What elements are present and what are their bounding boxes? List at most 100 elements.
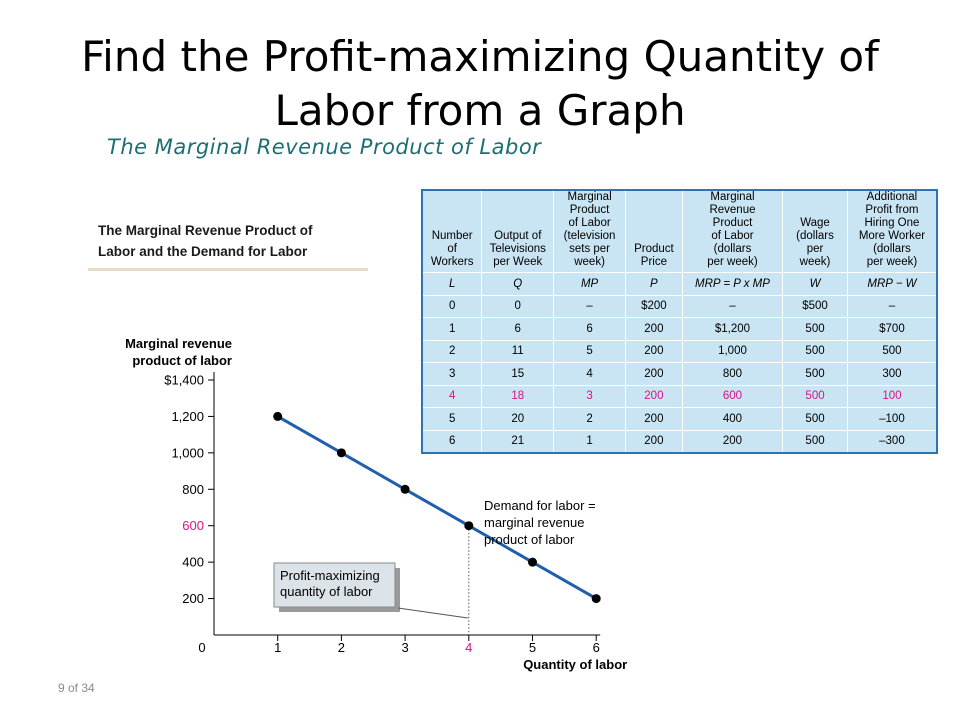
table-cell: –300 (846, 429, 936, 452)
table-cell: $500 (782, 294, 848, 318)
table-cell: 500 (782, 317, 848, 340)
x-axis-title: Quantity of labor (523, 657, 627, 672)
column-header-line: Profit from (865, 204, 919, 216)
table-row: 5 20 2 200 400 500 –100 (423, 407, 936, 430)
table-cell: 400 (681, 407, 783, 430)
column-header-line: Hiring One (864, 217, 920, 229)
column-header-line: Number (431, 230, 473, 242)
y-tick-label: $1,400 (164, 373, 204, 388)
mrp-table: Number of Workers Output of Televisions per W… (423, 191, 936, 452)
table-cell: 4 (553, 362, 626, 385)
table-cell: 3 (553, 384, 626, 408)
slide-subtitle: The Marginal Revenue Product of Labor (107, 135, 542, 159)
table-cell: –100 (846, 407, 936, 430)
table-cell: 4 (423, 384, 482, 408)
table-column-header: Additional Profit from Hiring One More Work… (846, 191, 936, 273)
y-tick-label: 200 (182, 591, 204, 606)
column-header-line: per (806, 243, 824, 255)
table-column-header: Output of Televisions per Week (481, 191, 554, 273)
table-cell: 200 (624, 317, 683, 340)
y-axis-title: Marginal revenue (125, 336, 232, 351)
table-cell: 2 (423, 339, 482, 363)
demand-line (276, 415, 597, 600)
column-header-line: More Worker (858, 230, 926, 242)
table-cell: 2 (553, 407, 626, 430)
table-header-row: Number of Workers Output of Televisions per W… (423, 191, 936, 273)
table-cell: 500 (782, 429, 848, 452)
table-column-header: Product Price (624, 191, 683, 273)
x-tick-label: 2 (338, 640, 345, 655)
column-header-line: of Labor (711, 230, 754, 242)
data-point (336, 448, 346, 458)
column-header-line: Output of (494, 230, 542, 242)
table-cell: 100 (846, 384, 936, 408)
y-tick-label: 1,000 (171, 445, 204, 460)
table-cell: 1 (553, 429, 626, 452)
y-axis-title: product of labor (132, 353, 232, 368)
table-column-header: Marginal Revenue Product of Labor (dollars pe… (681, 191, 783, 273)
table-cell: 20 (481, 407, 554, 430)
data-point (464, 521, 474, 531)
column-header-line: week) (574, 256, 605, 268)
x-tick-label: 0 (198, 640, 205, 655)
column-header-line: Marginal (710, 191, 755, 203)
demand-annotation: marginal revenue (484, 515, 584, 530)
table-cell: W (782, 272, 848, 295)
y-tick-label: 400 (182, 555, 204, 570)
table-symbol-row: L Q MP P MRP = P x MP W MRP − W (423, 272, 936, 295)
table-cell: 300 (846, 362, 936, 385)
table-row: 3 15 4 200 800 500 300 (423, 362, 936, 385)
table-cell: 1,000 (681, 339, 783, 363)
table-cell: $1,200 (681, 317, 783, 340)
callout-text: quantity of labor (280, 584, 373, 599)
caption-line: Labor and the Demand for Labor (98, 244, 308, 259)
table-cell: 0 (481, 294, 554, 318)
column-header-line: Price (640, 256, 667, 268)
table-cell: 200 (624, 429, 683, 452)
x-tick-label: 1 (274, 640, 281, 655)
table-cell: $700 (846, 317, 936, 340)
table-row: 6 21 1 200 200 500 –300 (423, 429, 936, 452)
data-point (591, 594, 601, 604)
table-cell: MRP − W (846, 272, 936, 295)
table-cell: 11 (481, 339, 554, 363)
data-point (273, 411, 283, 421)
table-cell: 5 (423, 407, 482, 430)
table-cell: 15 (481, 362, 554, 385)
demand-annotation: product of labor (484, 532, 575, 547)
table-cell: 200 (624, 362, 683, 385)
table-cell: 18 (481, 384, 554, 408)
figure-caption: The Marginal Revenue Product of Labor an… (98, 220, 378, 262)
table-cell: 200 (624, 339, 683, 363)
table-cell: 6 (553, 317, 626, 340)
table-cell: L (423, 272, 482, 295)
table-row: 0 0– $200– $500– (423, 294, 936, 318)
x-tick-label: 3 (401, 640, 408, 655)
caption-divider (88, 268, 368, 271)
table-cell: 500 (782, 339, 848, 363)
table-cell: Q (481, 272, 554, 295)
table-cell: – (681, 294, 783, 318)
x-tick-label: 6 (593, 640, 600, 655)
column-header-line: (dollars (713, 243, 752, 255)
column-header-line: Product (712, 217, 753, 229)
column-header-line: Televisions (489, 243, 546, 255)
column-header-line: Wage (800, 217, 830, 229)
table-cell: MP (553, 272, 626, 295)
table-cell: 200 (681, 429, 783, 452)
table-cell: 200 (624, 384, 683, 408)
table-cell: 0 (423, 294, 482, 318)
table-cell: 6 (481, 317, 554, 340)
table-cell: 3 (423, 362, 482, 385)
y-tick-label: 600 (182, 518, 204, 533)
column-header-line: per Week (493, 256, 543, 268)
column-header-line: Marginal (567, 191, 612, 203)
column-header-line: sets per (569, 243, 611, 255)
slide-number: 9 of 34 (58, 681, 95, 695)
table-cell: 6 (423, 429, 482, 452)
table-cell: – (553, 294, 626, 318)
table-cell: 600 (681, 384, 783, 408)
table-cell: 500 (782, 362, 848, 385)
table-cell: – (846, 294, 936, 318)
